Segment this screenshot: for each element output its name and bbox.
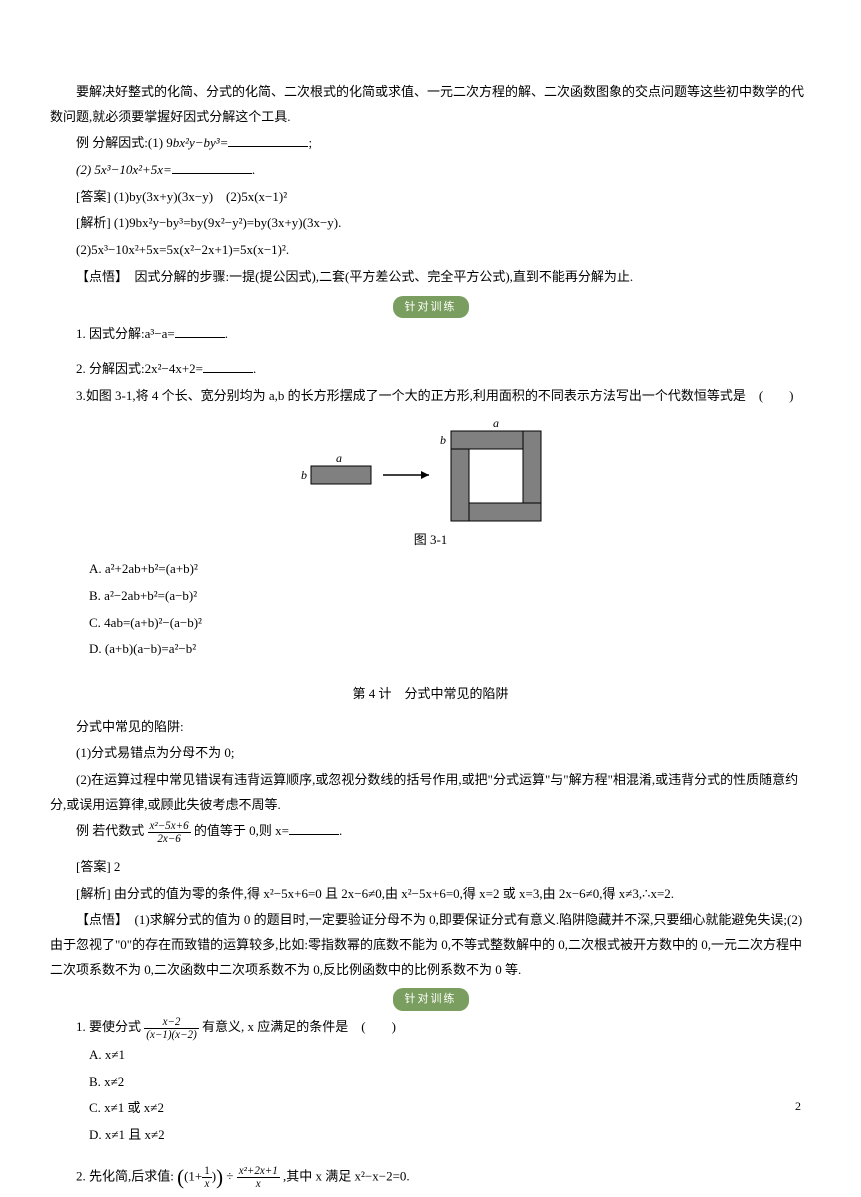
section-4-title: 第 4 计 分式中常见的陷阱 [50,682,811,707]
analysis-1: [解析] (1)9bx²y−by³=by(9x²−y²)=by(3x+y)(3x… [50,211,811,236]
page-number: 2 [795,1095,801,1118]
figure-caption: 图 3-1 [50,528,811,553]
s4-option-d: D. x≠1 且 x≠2 [50,1123,811,1148]
option-a: A. a²+2ab+b²=(a+b)² [50,557,811,582]
practice-badge: 针对训练 [393,296,469,319]
practice-q1: 1. 因式分解:a³−a=. [50,322,811,347]
intro-paragraph: 要解决好整式的化简、分式的化简、二次根式的化简或求值、一元二次方程的解、二次函数… [50,80,811,129]
option-b: B. a²−2ab+b²=(a−b)² [50,584,811,609]
s4-p2: (2)在运算过程中常见错误有违背运算顺序,或忽视分数线的括号作用,或把"分式运算… [50,768,811,817]
example-line-1: 例 分解因式:(1) 9bx²y−by³=; [50,131,811,156]
fig-label-b1: b [301,468,307,482]
option-d: D. (a+b)(a−b)=a²−b² [50,637,811,662]
s4-q2: 2. 先化简,后求值: ((1+1x)) ÷ x²+2x+1x ,其中 x 满足… [50,1158,811,1197]
s4-example: 例 若代数式 x²−5x+62x−6 的值等于 0,则 x=. [50,819,811,845]
example-line-2: (2) 5x³−10x²+5x=. [50,158,811,183]
fig-label-a1: a [336,451,342,465]
fig-label-b2: b [440,433,446,447]
dianwu-1: 【点悟】 因式分解的步骤:一提(提公因式),二套(平方差公式、完全平方公式),直… [50,265,811,290]
fig-big-square [451,431,541,521]
s4-option-a: A. x≠1 [50,1043,811,1068]
option-c: C. 4ab=(a+b)²−(a−b)² [50,611,811,636]
practice-q2: 2. 分解因式:2x²−4x+2=. [50,357,811,382]
s4-option-b: B. x≠2 [50,1070,811,1095]
s4-q1: 1. 要使分式 x−2(x−1)(x−2) 有意义, x 应满足的条件是 ( ) [50,1015,811,1041]
answer-line: [答案] (1)by(3x+y)(3x−y) (2)5x(x−1)² [50,185,811,210]
s4-intro: 分式中常见的陷阱: [50,715,811,740]
fig-label-a2: a [493,416,499,430]
figure-3-1: a b a b 图 3-1 [50,416,811,553]
practice-badge-2: 针对训练 [393,988,469,1011]
practice-q3: 3.如图 3-1,将 4 个长、宽分别均为 a,b 的长方形摆成了一个大的正方形… [50,384,811,409]
s4-dianwu: 【点悟】 (1)求解分式的值为 0 的题目时,一定要验证分母不为 0,即要保证分… [50,908,811,982]
s4-p1: (1)分式易错点为分母不为 0; [50,741,811,766]
s4-analysis: [解析] 由分式的值为零的条件,得 x²−5x+6=0 且 2x−6≠0,由 x… [50,882,811,907]
s4-answer: [答案] 2 [50,855,811,880]
analysis-2: (2)5x³−10x²+5x=5x(x²−2x+1)=5x(x−1)². [50,238,811,263]
s4-option-c: C. x≠1 或 x≠2 [50,1096,811,1121]
